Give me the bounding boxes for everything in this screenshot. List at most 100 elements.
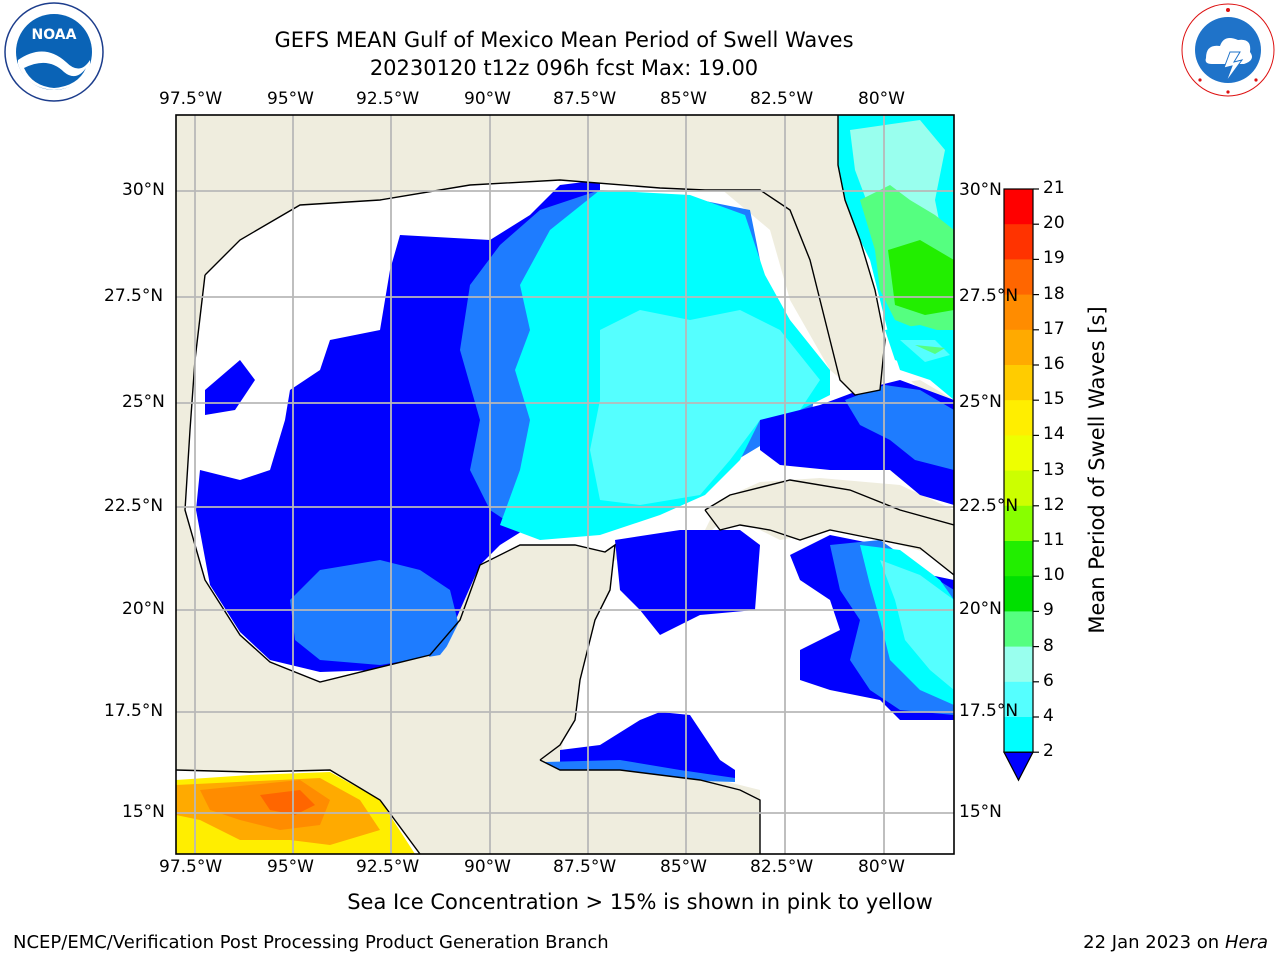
colorbar-segment	[1004, 646, 1033, 683]
colorbar-segment	[1004, 470, 1033, 507]
coastline-central-america	[176, 759, 761, 854]
chart-title: GEFS MEAN Gulf of Mexico Mean Period of …	[274, 28, 854, 52]
lat-label-left: 27.5°N	[104, 286, 164, 306]
lat-label-right: 27.5°N	[959, 286, 1019, 306]
colorbar-segment	[1004, 681, 1033, 718]
lat-label-left: 17.5°N	[104, 701, 164, 721]
lon-label-bottom: 85°W	[660, 857, 707, 877]
footer-date: 22 Jan 2023 on Hera	[1083, 932, 1268, 953]
colorbar-segment	[1004, 294, 1033, 331]
field-midcyan-lower-atlantic	[900, 340, 950, 362]
lon-label-top: 87.5°W	[553, 89, 617, 109]
footer-host: Hera	[1224, 932, 1268, 953]
colorbar-tick-label: 19	[1043, 248, 1065, 269]
colorbar-segment	[1004, 329, 1033, 366]
chart-subtitle: 20230120 t12z 096h fcst Max: 19.00	[369, 56, 759, 80]
lat-label-right: 20°N	[959, 599, 1002, 619]
colorbar-tick-label: 6	[1043, 670, 1054, 691]
lat-label-right: 17.5°N	[959, 701, 1019, 721]
field-midcyan-central	[590, 310, 820, 505]
colorbar-segment	[1004, 189, 1033, 225]
lon-label-bottom: 92.5°W	[356, 857, 420, 877]
colorbar-segment	[1004, 717, 1033, 753]
colorbar-segment	[1004, 400, 1033, 436]
footer-credit: NCEP/EMC/Verification Post Processing Pr…	[13, 932, 609, 953]
lon-label-bottom: 82.5°W	[750, 857, 814, 877]
colorbar-tick-label: 21	[1043, 178, 1065, 198]
colorbar-segment	[1004, 611, 1033, 648]
field-red-pacific	[260, 790, 315, 815]
colorbar-extension	[1003, 751, 1034, 782]
lat-label-right: 30°N	[959, 180, 1002, 200]
lon-label-top: 80°W	[858, 89, 905, 109]
lon-label-bottom: 97.5°W	[159, 857, 223, 877]
lat-label-left: 22.5°N	[104, 496, 164, 516]
colorbar-tick-label: 20	[1043, 213, 1065, 234]
graticule	[176, 115, 954, 854]
field-blue-west-lobe	[205, 360, 255, 415]
lon-label-top: 90°W	[464, 89, 511, 109]
field-lightblue-straits	[845, 385, 954, 470]
sea-ice-note: Sea Ice Concentration > 15% is shown in …	[0, 890, 1280, 914]
colorbar-tick-label: 18	[1043, 283, 1065, 304]
colorbar-tick-label: 16	[1043, 354, 1065, 374]
footer-date-text: 22 Jan 2023 on	[1083, 932, 1225, 953]
lon-label-top: 92.5°W	[356, 89, 420, 109]
land-florida	[660, 115, 885, 395]
colorbar-segment	[1004, 435, 1033, 472]
lon-label-top: 85°W	[660, 89, 707, 109]
field-green-patch	[915, 345, 945, 354]
lon-label-bottom: 87.5°W	[553, 857, 617, 877]
map-frame	[175, 114, 955, 855]
colorbar-segment	[1004, 224, 1033, 260]
colorbar-tick-label: 8	[1043, 635, 1054, 656]
coastline-gulf	[204, 115, 886, 396]
colorbar-tick-label: 2	[1043, 741, 1054, 762]
colorbar-tick-label: 15	[1043, 389, 1065, 410]
colorbar	[1003, 188, 1039, 782]
lon-label-bottom: 90°W	[464, 857, 511, 877]
field-midcyan-east-caribbean	[880, 560, 954, 690]
sea-ice-note-text: Sea Ice Concentration > 15% is shown in …	[347, 890, 933, 914]
land-yucatan	[400, 545, 615, 760]
colorbar-segment	[1004, 259, 1033, 296]
noaa-logo: NOAA	[4, 2, 104, 102]
noaa-logo-text: NOAA	[32, 27, 77, 43]
colorbar-tick-label: 13	[1043, 459, 1065, 480]
colorbar-tick-label: 4	[1043, 706, 1054, 726]
colorbar-tick-label: 12	[1043, 494, 1065, 515]
lat-label-right: 15°N	[959, 802, 1002, 822]
colorbar-segment	[1004, 505, 1033, 542]
lon-label-top: 97.5°W	[159, 89, 223, 109]
lon-label-top: 95°W	[267, 89, 314, 109]
colorbar-segment	[1004, 541, 1033, 577]
field-blue-caribbean	[615, 530, 760, 635]
colorbar-label: Mean Period of Swell Waves [s]	[1085, 306, 1109, 634]
colorbar-tick-label: 10	[1043, 565, 1065, 586]
lat-label-left: 25°N	[122, 392, 165, 412]
coastline-cuba	[704, 479, 954, 576]
lon-label-bottom: 95°W	[267, 857, 314, 877]
coastline-mexico	[184, 274, 616, 761]
colorbar-tick-label: 9	[1043, 600, 1054, 621]
colorbar-segment	[1004, 365, 1033, 401]
map-plot-area	[176, 115, 954, 854]
land-central-america	[380, 760, 760, 854]
land-cuba	[705, 480, 954, 575]
lon-label-bottom: 80°W	[858, 857, 905, 877]
colorbar-tick-label: 17	[1043, 318, 1065, 339]
colorbar-segment	[1004, 576, 1033, 612]
land-north	[176, 115, 660, 290]
field-lightblue-southwest	[290, 560, 460, 665]
lon-label-top: 82.5°W	[750, 89, 814, 109]
lat-label-right: 22.5°N	[959, 496, 1019, 516]
colorbar-tick-label: 14	[1043, 424, 1065, 445]
land-mexico	[176, 275, 430, 772]
lat-label-left: 30°N	[122, 180, 165, 200]
colorbar-tick-label: 11	[1043, 530, 1065, 550]
nws-logo	[1180, 2, 1276, 98]
lat-label-left: 15°N	[122, 802, 165, 822]
lat-label-left: 20°N	[122, 599, 165, 619]
lat-label-right: 25°N	[959, 392, 1002, 412]
